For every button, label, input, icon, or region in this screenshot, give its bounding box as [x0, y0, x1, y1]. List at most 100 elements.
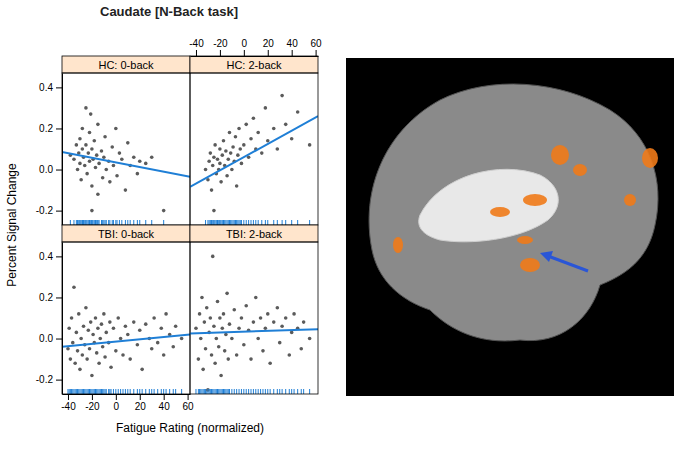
point	[209, 316, 213, 320]
tick-label: 20	[135, 401, 147, 412]
tick: 60	[311, 38, 323, 56]
rug-tick	[209, 220, 210, 225]
tick-mark	[316, 50, 317, 56]
point	[79, 337, 83, 341]
tick-mark	[140, 394, 141, 400]
rug-tick	[163, 220, 164, 225]
rug-tick	[113, 220, 114, 225]
brain-section	[419, 169, 559, 242]
rug-tick	[99, 220, 100, 225]
rug-tick	[97, 220, 98, 225]
tick-mark	[68, 394, 69, 400]
rug-tick	[82, 389, 83, 394]
point	[256, 337, 260, 341]
rug-tick	[97, 389, 98, 394]
point	[103, 355, 107, 359]
point	[88, 160, 92, 164]
tick-label: 60	[311, 38, 323, 49]
rug-tick	[241, 220, 242, 225]
rug-tick	[260, 389, 261, 394]
rug-tick	[213, 220, 214, 225]
rug-tick	[145, 389, 146, 394]
rug-tick	[227, 389, 228, 394]
tick: 0	[114, 394, 120, 412]
point	[164, 312, 168, 316]
rug-tick	[81, 389, 82, 394]
rug-tick	[282, 220, 283, 225]
rug-tick	[218, 220, 219, 225]
point	[203, 320, 207, 324]
point	[308, 143, 312, 147]
point	[136, 343, 140, 347]
panel: TBI: 0-back-0.20.00.20.4-40-200204060	[36, 225, 194, 412]
rug-tick	[85, 220, 86, 225]
rug-tick	[235, 220, 236, 225]
tick-mark	[244, 50, 245, 56]
point	[121, 353, 125, 357]
point	[132, 155, 136, 159]
rug-tick	[82, 220, 83, 225]
rug-tick	[233, 220, 234, 225]
point	[174, 324, 178, 328]
rug-tick	[212, 389, 213, 394]
axis-line	[63, 394, 191, 395]
rug-tick	[67, 389, 68, 394]
tick-label: 0.2	[39, 292, 53, 303]
point	[231, 145, 235, 149]
brain-image	[346, 58, 674, 396]
rug-tick	[81, 220, 82, 225]
point	[78, 368, 82, 372]
rug-tick	[120, 389, 121, 394]
rug-tick	[157, 389, 158, 394]
point	[118, 151, 122, 155]
point	[126, 141, 130, 145]
tick: 0.4	[39, 251, 62, 262]
rug-tick	[219, 389, 220, 394]
rug-tick	[109, 220, 110, 225]
rug-tick	[251, 220, 252, 225]
point	[197, 357, 201, 361]
point	[216, 300, 220, 304]
point	[108, 180, 112, 184]
point	[171, 345, 175, 349]
rug-tick	[96, 389, 97, 394]
rug-tick	[142, 389, 143, 394]
rug-tick	[224, 220, 225, 225]
rug-tick	[108, 389, 109, 394]
rug-tick	[198, 389, 199, 394]
rug-tick	[108, 220, 109, 225]
rug-tick	[231, 220, 232, 225]
point	[112, 164, 116, 168]
rug-tick	[91, 220, 92, 225]
point	[72, 157, 76, 161]
fit-line	[62, 334, 190, 346]
rug-tick	[102, 389, 103, 394]
point	[218, 162, 222, 166]
rug-tick	[125, 389, 126, 394]
tick: -40	[189, 38, 204, 56]
rug-tick	[291, 220, 292, 225]
panel: HC: 0-back-0.20.00.20.4	[36, 56, 190, 226]
rug-tick	[229, 220, 230, 225]
tick: 20	[135, 394, 147, 412]
rug-tick	[90, 220, 91, 225]
point	[101, 176, 105, 180]
frame	[62, 242, 190, 394]
point	[240, 316, 244, 320]
tick-mark	[56, 297, 62, 298]
point	[199, 337, 203, 341]
rug-tick	[112, 220, 113, 225]
rug-tick	[265, 220, 266, 225]
point	[200, 296, 204, 300]
axis-line	[62, 243, 63, 395]
tick-mark	[164, 394, 165, 400]
rug-tick	[204, 389, 205, 394]
point	[81, 353, 85, 357]
rug-tick	[100, 389, 101, 394]
point	[180, 337, 184, 341]
point	[73, 361, 77, 365]
tick-label: 0	[242, 38, 248, 49]
point	[194, 326, 198, 330]
point	[207, 160, 211, 164]
point	[211, 164, 215, 168]
